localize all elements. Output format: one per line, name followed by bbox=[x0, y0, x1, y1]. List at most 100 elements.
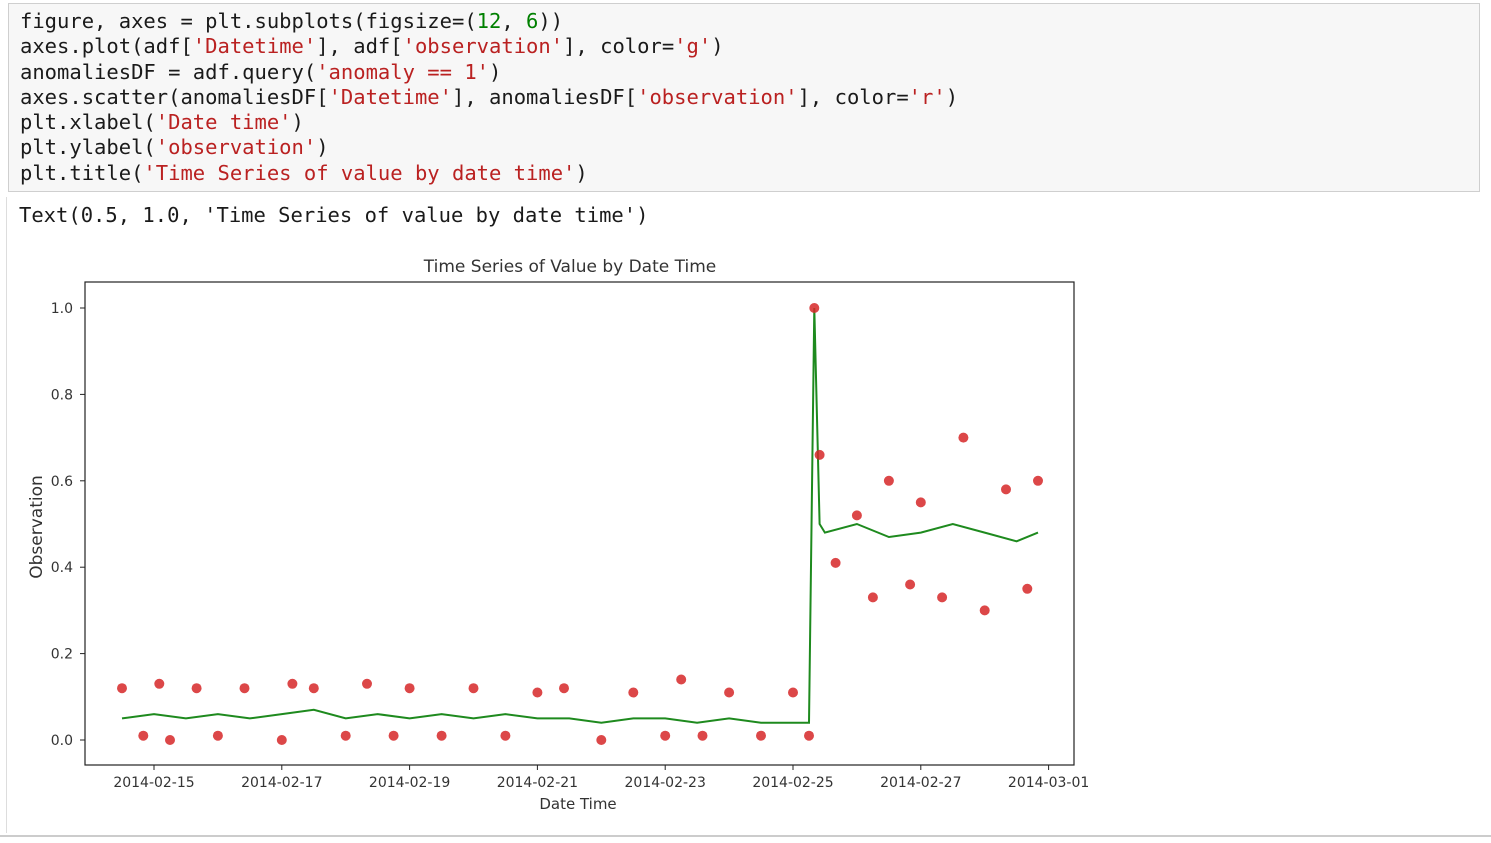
code-token: 'observation' bbox=[402, 34, 564, 59]
anomaly-point bbox=[362, 678, 372, 689]
code-token: ], color= bbox=[797, 84, 909, 109]
code-token: plt.ylabel( bbox=[20, 135, 156, 160]
code-token: ) bbox=[945, 84, 959, 109]
anomaly-point bbox=[628, 687, 639, 698]
code-input-cell[interactable]: figure, axes = plt.subplots(figsize=(12,… bbox=[8, 3, 1480, 192]
code-editor[interactable]: figure, axes = plt.subplots(figsize=(12,… bbox=[9, 4, 1479, 186]
y-tick-label: 0.4 bbox=[51, 560, 73, 576]
code-token: 'r' bbox=[908, 84, 946, 109]
code-line: axes.scatter(anomaliesDF['Datetime'], an… bbox=[20, 85, 958, 109]
anomaly-point bbox=[788, 687, 798, 698]
y-tick-label: 0.6 bbox=[51, 474, 73, 490]
anomaly-point bbox=[500, 730, 511, 741]
code-line: figure, axes = plt.subplots(figsize=(12,… bbox=[20, 9, 563, 33]
code-line: anomaliesDF = adf.query('anomaly == 1') bbox=[20, 60, 501, 84]
output-text-repr: Text(0.5, 1.0, 'Time Series of value by … bbox=[19, 203, 649, 227]
code-token: ) bbox=[575, 160, 588, 185]
anomaly-point bbox=[660, 730, 671, 741]
code-line: plt.xlabel('Date time') bbox=[20, 110, 304, 134]
anomaly-point bbox=[468, 683, 479, 694]
code-token: axes.scatter(anomaliesDF[ bbox=[20, 84, 329, 109]
anomaly-point bbox=[165, 735, 175, 745]
code-token: )) bbox=[538, 9, 564, 33]
chart-title: Time Series of Value by Date Time bbox=[423, 257, 716, 277]
anomaly-point bbox=[532, 687, 543, 698]
code-token: ], adf[ bbox=[316, 34, 403, 59]
anomaly-point bbox=[804, 730, 814, 741]
code-token: axes.plot(adf[ bbox=[20, 34, 193, 59]
code-token: 'observation' bbox=[637, 84, 798, 109]
code-token: 'Time Series of value by date time' bbox=[143, 160, 576, 185]
x-tick-label: 2014-02-23 bbox=[625, 775, 706, 791]
anomaly-point bbox=[287, 678, 298, 689]
anomaly-point bbox=[883, 475, 894, 486]
code-token: 'g' bbox=[674, 34, 712, 59]
anomaly-point bbox=[212, 730, 223, 741]
code-token: 'anomaly == 1' bbox=[316, 59, 490, 84]
code-token: ) bbox=[291, 110, 304, 135]
anomaly-point bbox=[559, 683, 569, 694]
anomaly-point bbox=[1001, 484, 1011, 495]
output-area-divider bbox=[6, 197, 7, 833]
code-token: 6 bbox=[526, 9, 539, 33]
anomaly-point bbox=[676, 674, 687, 685]
x-tick-label: 2014-02-25 bbox=[752, 775, 833, 791]
anomaly-point bbox=[340, 730, 351, 741]
anomaly-point bbox=[937, 592, 948, 603]
anomaly-point bbox=[1022, 583, 1033, 594]
x-tick-label: 2014-02-17 bbox=[241, 775, 322, 791]
anomaly-point bbox=[404, 683, 415, 694]
y-tick-label: 0.2 bbox=[51, 647, 73, 663]
anomaly-point bbox=[239, 683, 250, 694]
anomaly-point bbox=[867, 592, 878, 603]
code-token: plt.title( bbox=[20, 160, 144, 185]
code-token: anomaliesDF = adf.query( bbox=[20, 59, 317, 84]
code-line: axes.plot(adf['Datetime'], adf['observat… bbox=[20, 34, 724, 58]
y-axis-label: Observation bbox=[27, 475, 47, 579]
anomaly-point bbox=[388, 730, 399, 741]
plot-area-frame bbox=[84, 281, 1075, 766]
x-tick-label: 2014-03-01 bbox=[1008, 775, 1089, 791]
code-line: plt.title('Time Series of value by date … bbox=[20, 161, 588, 185]
code-token: 'observation' bbox=[155, 135, 317, 160]
chart-figure: Time Series of Value by Date Time Date T… bbox=[27, 257, 1089, 813]
anomaly-point bbox=[814, 449, 825, 460]
x-tick-label: 2014-02-27 bbox=[880, 775, 961, 791]
code-token: figure, axes = plt.subplots(figsize=( bbox=[20, 9, 477, 33]
anomaly-point bbox=[830, 557, 841, 568]
anomaly-point bbox=[117, 683, 127, 694]
anomaly-point bbox=[191, 683, 202, 694]
x-tick-label: 2014-02-15 bbox=[113, 775, 194, 791]
y-tick-label: 1.0 bbox=[51, 301, 73, 317]
anomaly-point bbox=[724, 687, 735, 698]
series-line bbox=[121, 307, 1039, 724]
anomaly-point bbox=[979, 605, 990, 616]
code-token: , bbox=[501, 9, 527, 33]
code-token: ], anomaliesDF[ bbox=[451, 84, 638, 109]
anomaly-point bbox=[958, 432, 969, 443]
anomaly-point bbox=[436, 730, 447, 741]
anomaly-point bbox=[915, 497, 926, 508]
code-token: ], color= bbox=[563, 34, 675, 59]
code-token: ) bbox=[711, 34, 724, 59]
anomaly-point bbox=[138, 730, 149, 741]
anomaly-point bbox=[756, 730, 766, 741]
code-token: 'Date time' bbox=[155, 110, 292, 135]
code-token: ) bbox=[316, 135, 329, 160]
y-tick-label: 0.8 bbox=[51, 387, 73, 403]
anomaly-point bbox=[154, 678, 165, 689]
anomaly-point bbox=[276, 735, 287, 745]
x-tick-label: 2014-02-21 bbox=[497, 775, 578, 791]
y-tick-label: 0.0 bbox=[51, 733, 73, 749]
code-token: ) bbox=[489, 59, 502, 84]
anomaly-point bbox=[596, 735, 607, 745]
x-tick-label: 2014-02-19 bbox=[369, 775, 450, 791]
anomaly-point bbox=[851, 510, 862, 521]
anomaly-point bbox=[809, 303, 820, 313]
code-token: 12 bbox=[476, 9, 502, 33]
code-token: 'Datetime' bbox=[192, 34, 317, 59]
anomaly-point bbox=[905, 579, 916, 590]
cell-bottom-border bbox=[0, 835, 1491, 837]
code-token: 'Datetime' bbox=[328, 84, 452, 109]
code-token: plt.xlabel( bbox=[20, 110, 156, 135]
